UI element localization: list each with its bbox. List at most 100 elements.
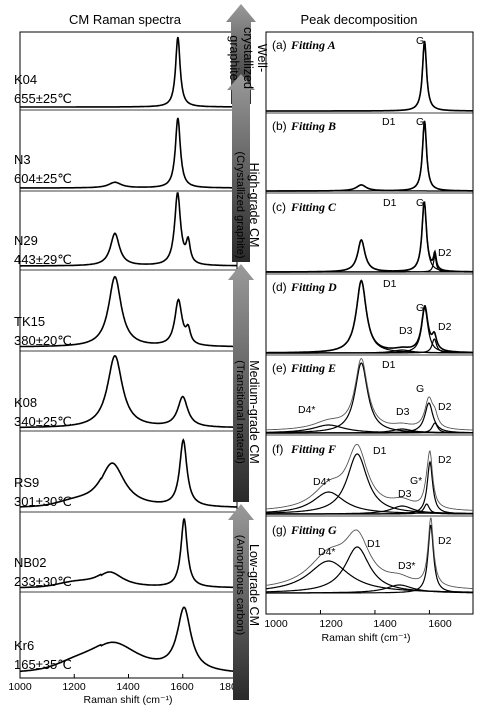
sample-temp-n29: 443±29℃ [14, 252, 72, 267]
peak-label-b-g: G [416, 116, 424, 128]
peak-label-d-g: G [416, 302, 424, 314]
right-fits [265, 40, 474, 594]
peak-label-c-d1: D1 [383, 197, 397, 209]
fit-component [266, 460, 473, 515]
fit-name-a: Fitting A [290, 38, 336, 52]
fit-name-b: Fitting B [290, 119, 336, 133]
peak-label-e-d2: D2 [438, 401, 452, 413]
left-tick-label: 1000 [8, 681, 32, 693]
spectrum-line-nb02 [20, 518, 237, 589]
peak-label-b-d1: D1 [382, 116, 396, 128]
sample-labels: K04 655±25℃ N3 604±25℃ N29 443±29℃ TK15 … [14, 72, 72, 672]
right-tick-label: 1000 [264, 618, 288, 630]
right-separators [266, 112, 473, 517]
arrow-high-grade-sub: (Crystallized graphite) [234, 152, 246, 259]
sample-temp-n3: 604±25℃ [14, 171, 72, 186]
spectrum-line-k08 [20, 354, 238, 429]
left-x-ticks [19, 674, 238, 678]
arrow-low-grade [228, 504, 254, 700]
fit-envelope [266, 40, 473, 112]
left-spectra [20, 36, 238, 673]
arrow-graphite-line3: graphite [227, 35, 241, 80]
sample-name-rs9: RS9 [14, 475, 39, 490]
fit-name-f: Fitting F [290, 442, 336, 456]
peak-label-g-d1: D1 [367, 538, 381, 550]
peak-label-g-d4: D4* [318, 546, 336, 558]
arrow-graphite-line2: crystallized [241, 27, 255, 89]
fit-group-c [266, 201, 473, 273]
peak-label-e-d4: D4* [298, 404, 316, 416]
right-plot-frame [265, 31, 474, 615]
fit-component [266, 505, 473, 515]
fit-letter-a: (a) [272, 38, 287, 52]
fit-letter-d: (d) [272, 280, 287, 294]
arrow-text-medium-grade: Medium-grade CM (Transitional materal) [234, 360, 261, 464]
peak-label-f-d3: D3 [398, 488, 412, 500]
peak-label-f-d2: D2 [438, 454, 452, 466]
left-tick-label: 1400 [116, 681, 140, 693]
fit-envelope [266, 357, 473, 431]
peak-label-e-d3: D3 [396, 406, 410, 418]
sample-name-k04: K04 [14, 72, 37, 87]
fit-envelope [265, 443, 473, 511]
fit-letter-g: (g) [272, 523, 287, 537]
arrow-medium-grade [228, 264, 254, 502]
fit-group-g [265, 517, 474, 594]
arrow-text-low-grade: Low-grade CM (Amorphous carbon) [234, 535, 261, 635]
peak-label-a-g: G [416, 35, 424, 47]
fit-name-e: Fitting E [290, 361, 336, 375]
fit-group-f [265, 443, 474, 515]
fit-letter-f: (f) [272, 442, 283, 456]
sample-temp-nb02: 233±30℃ [14, 574, 72, 589]
arrow-medium-grade-sub: (Transitional materal) [234, 360, 246, 464]
right-tick-label: 1600 [428, 618, 452, 630]
peak-label-f-d1: D1 [373, 445, 387, 457]
peak-label-c-g: G [416, 197, 424, 209]
sample-name-kr6: Kr6 [14, 638, 34, 653]
fit-letter-e: (e) [272, 361, 287, 375]
left-panel-title: CM Raman spectra [69, 12, 182, 27]
right-x-ticks [265, 610, 430, 614]
sample-temp-kr6: 165±35℃ [14, 657, 72, 672]
fit-group-e [265, 357, 473, 434]
right-tick-labels: 1000 1200 1400 1600 [264, 618, 452, 630]
arrow-graphite [226, 4, 256, 104]
fit-name-d: Fitting D [290, 280, 337, 294]
fit-envelope [266, 279, 473, 354]
right-xlabel: Raman shift (cm⁻¹) [322, 632, 411, 644]
peak-labels: G D1 G D1 G D2 D1 G D3 D2 D1 G D4* D3 D2… [298, 35, 452, 572]
peak-label-c-d2: D2 [438, 247, 452, 259]
peak-label-g-d2: D2 [438, 535, 452, 547]
arrow-graphite-line1: Well- [255, 44, 269, 72]
spectrum-line-tk15 [20, 275, 237, 348]
fit-envelope [265, 517, 474, 590]
arrow-medium-grade-label: Medium-grade CM [247, 360, 261, 464]
peak-label-f-d4: D4* [313, 476, 331, 488]
arrow-high-grade [227, 74, 255, 262]
fit-letter-b: (b) [272, 119, 287, 133]
peak-label-d-d1: D1 [383, 278, 397, 290]
grade-arrows [226, 4, 256, 700]
sample-name-tk15: TK15 [14, 314, 45, 329]
left-xlabel: Raman shift (cm⁻¹) [84, 694, 173, 706]
sample-temp-rs9: 301±30℃ [14, 494, 72, 509]
peak-label-f-g: G* [410, 475, 422, 487]
peak-label-d-d2: D2 [438, 321, 452, 333]
fit-component [266, 338, 473, 354]
sample-temp-tk15: 380±20℃ [14, 333, 72, 348]
arrow-low-grade-label: Low-grade CM [247, 544, 261, 626]
peak-label-d-d3: D3 [399, 325, 413, 337]
fit-component [266, 584, 473, 594]
spectrum-line-n3 [20, 117, 237, 189]
fit-group-d [266, 279, 473, 354]
fit-group-b [266, 120, 473, 192]
spectrum-line-k04 [20, 36, 237, 108]
peak-label-e-d1: D1 [382, 359, 396, 371]
fit-envelope [266, 120, 473, 192]
fit-name-g: Fitting G [290, 523, 337, 537]
spectrum-line-kr6 [20, 606, 237, 673]
sample-name-k08: K08 [14, 395, 37, 410]
fit-letter-c: (c) [272, 200, 286, 214]
sample-name-n29: N29 [14, 233, 38, 248]
arrow-text-high-grade: High-grade CM (Crystallized graphite) [234, 152, 261, 259]
